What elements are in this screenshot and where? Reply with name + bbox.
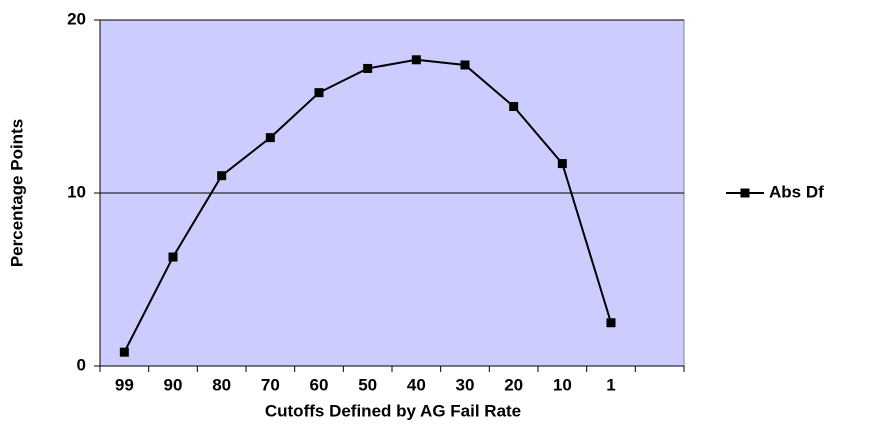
x-tick-label: 40 — [407, 375, 426, 394]
x-tick-label: 50 — [358, 375, 377, 394]
x-tick-label: 10 — [553, 375, 572, 394]
y-tick-label: 20 — [67, 9, 86, 28]
legend-label: Abs Df — [769, 182, 824, 201]
point — [314, 88, 324, 98]
point — [460, 60, 470, 70]
point — [217, 171, 227, 181]
point — [557, 159, 567, 169]
x-tick-label: 80 — [212, 375, 231, 394]
x-tick-label: 70 — [261, 375, 280, 394]
x-tick-label: 1 — [606, 375, 615, 394]
x-tick-label: 90 — [164, 375, 183, 394]
point — [411, 55, 421, 65]
x-tick-label: 30 — [456, 375, 475, 394]
legend-marker — [740, 188, 750, 198]
point — [265, 133, 275, 143]
point — [168, 252, 178, 262]
point — [606, 318, 616, 328]
x-tick-label: 99 — [115, 375, 134, 394]
point — [119, 347, 129, 357]
y-axis-title: Percentage Points — [7, 119, 26, 267]
x-tick-label: 20 — [504, 375, 523, 394]
y-tick-label: 10 — [67, 182, 86, 201]
point — [363, 63, 373, 73]
point — [509, 102, 519, 111]
x-axis-title: Cutoffs Defined by AG Fail Rate — [265, 401, 521, 420]
x-tick-label: 60 — [310, 375, 329, 394]
y-tick-label: 0 — [77, 355, 86, 374]
